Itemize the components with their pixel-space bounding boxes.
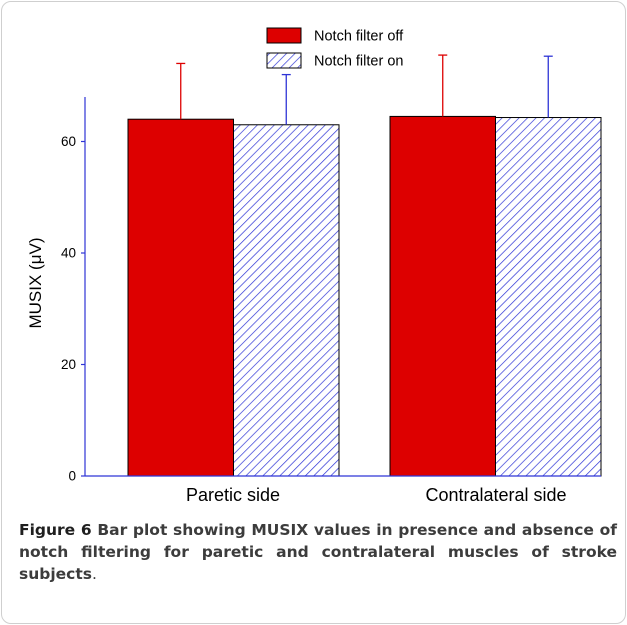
y-tick-label: 0 bbox=[68, 469, 76, 484]
bar-notch-on-0 bbox=[233, 124, 340, 477]
caption-period: . bbox=[92, 565, 97, 583]
error-bars bbox=[176, 54, 553, 125]
x-category-label: Contralateral side bbox=[425, 485, 566, 505]
x-category-labels: Paretic side Contralateral side bbox=[186, 485, 567, 505]
caption-text: Bar plot showing MUSIX values in presenc… bbox=[19, 521, 617, 583]
bar-notch-on-1 bbox=[495, 117, 602, 477]
legend-swatch-notch-off bbox=[266, 27, 302, 44]
legend-label-notch-off: Notch filter off bbox=[314, 29, 404, 45]
y-tick-label: 40 bbox=[61, 246, 76, 261]
bar-notch-off-0 bbox=[127, 118, 234, 477]
legend-label-notch-on: Notch filter on bbox=[314, 54, 403, 70]
y-tick-label: 60 bbox=[61, 134, 76, 149]
legend: Notch filter off Notch filter on bbox=[266, 27, 404, 70]
bar-notch-off-1 bbox=[389, 115, 496, 477]
y-axis-label: MUSIX (μV) bbox=[26, 237, 45, 328]
caption-label: Figure 6 bbox=[19, 521, 92, 539]
y-tick-label: 20 bbox=[61, 357, 76, 372]
legend-swatch-notch-on bbox=[266, 52, 302, 69]
figure-caption: Figure 6 Bar plot showing MUSIX values i… bbox=[19, 519, 617, 585]
x-category-label: Paretic side bbox=[186, 485, 280, 505]
y-axis: 0 20 40 60 bbox=[61, 97, 601, 484]
bars bbox=[127, 115, 602, 477]
